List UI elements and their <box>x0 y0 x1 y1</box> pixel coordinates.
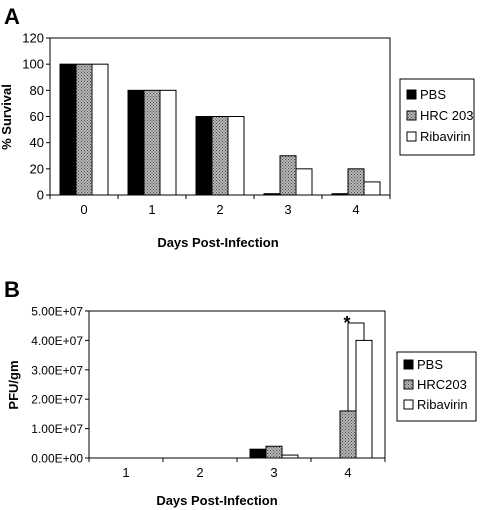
bar-ribavirin-2 <box>227 116 245 196</box>
significance-bracket <box>347 322 365 411</box>
chart-a-y-tick-label: 100 <box>22 57 44 72</box>
bar-ribavirin-4 <box>355 339 373 459</box>
panel-b-letter: B <box>4 277 20 302</box>
pfu-chart: 0.00E+00 1.00E+07 2.00E+07 3.00E+07 4.00E+07… <box>31 305 386 480</box>
bar-ribavirin-1 <box>159 89 177 196</box>
chart-a-y-tick-label: 20 <box>30 161 44 176</box>
bar-ribavirin-4 <box>363 181 381 196</box>
legend-swatch-ribavirin <box>406 131 417 142</box>
chart-a-y-tick-label: 40 <box>30 135 44 150</box>
chart-a-y-axis-label: % Survival <box>0 84 14 150</box>
chart-b-y-tick-label: 1.00E+07 <box>31 422 83 436</box>
chart-a-x-tick-label: 4 <box>352 202 359 217</box>
legend-swatch-pbs <box>406 89 417 100</box>
legend-label-hrc: HRC 203 <box>420 108 473 123</box>
chart-b-y-tick-label: 4.00E+07 <box>31 334 83 348</box>
bar-hrc-4 <box>339 410 357 459</box>
chart-a-y-tick-label: 0 <box>37 188 44 203</box>
bar-hrc-3 <box>265 445 283 459</box>
significance-asterisk: * <box>343 313 350 333</box>
chart-a-y-tick-label: 120 <box>22 31 44 46</box>
chart-b-y-tick-label: 3.00E+07 <box>31 363 83 377</box>
chart-b-x-tick-label: 2 <box>196 465 203 480</box>
chart-a-x-tick-label: 0 <box>80 202 87 217</box>
chart-b-x-tick-label: 4 <box>344 465 351 480</box>
chart-b-y-axis-label: PFU/gm <box>6 360 21 409</box>
chart-a-x-tick-label: 1 <box>148 202 155 217</box>
bar-pbs-2 <box>195 116 213 196</box>
bar-pbs-4 <box>331 193 349 196</box>
legend-swatch-hrc <box>406 110 417 121</box>
legend-label-pbs: PBS <box>420 87 446 102</box>
panel-a-letter: A <box>4 4 20 29</box>
chart-b-x-axis-label: Days Post-Infection <box>156 493 277 508</box>
legend-swatch-ribavirin <box>403 399 414 410</box>
bar-pbs-3 <box>249 448 267 459</box>
legend-label-ribavirin: Ribavirin <box>420 129 471 144</box>
legend-label-hrc: HRC203 <box>417 377 467 392</box>
bar-hrc-2 <box>211 116 229 196</box>
bar-hrc-4 <box>347 168 365 196</box>
chart-b-y-tick-label: 0.00E+00 <box>31 452 83 466</box>
chart-b-y-tick-label: 5.00E+07 <box>31 305 83 319</box>
chart-a-x-tick-label: 2 <box>216 202 223 217</box>
bar-hrc-3 <box>279 155 297 196</box>
legend-swatch-hrc <box>403 379 414 390</box>
bar-pbs-1 <box>127 89 145 196</box>
chart-b-y-tick-label: 2.00E+07 <box>31 393 83 407</box>
bar-ribavirin-3 <box>281 454 299 459</box>
chart-b-x-tick-label: 1 <box>122 465 129 480</box>
chart-a-x-axis-label: Days Post-Infection <box>157 235 278 250</box>
bar-hrc-1 <box>143 89 161 196</box>
chart-a-y-tick-label: 60 <box>30 109 44 124</box>
chart-b-legend: PBS HRC203 Ribavirin <box>396 351 477 422</box>
bar-hrc-0 <box>75 63 93 196</box>
chart-a-legend: PBS HRC 203 Ribavirin <box>399 78 475 156</box>
bar-pbs-0 <box>59 63 77 196</box>
survival-chart: 0 20 40 60 80 100 120 0 1 2 3 4 <box>22 31 391 217</box>
legend-label-pbs: PBS <box>417 357 443 372</box>
chart-b-x-tick-label: 3 <box>270 465 277 480</box>
legend-label-ribavirin: Ribavirin <box>417 397 468 412</box>
chart-a-x-tick-label: 3 <box>284 202 291 217</box>
bar-pbs-3 <box>263 193 281 196</box>
bar-ribavirin-0 <box>91 63 109 196</box>
legend-swatch-pbs <box>403 359 414 370</box>
bar-ribavirin-3 <box>295 168 313 196</box>
chart-a-y-tick-label: 80 <box>30 83 44 98</box>
